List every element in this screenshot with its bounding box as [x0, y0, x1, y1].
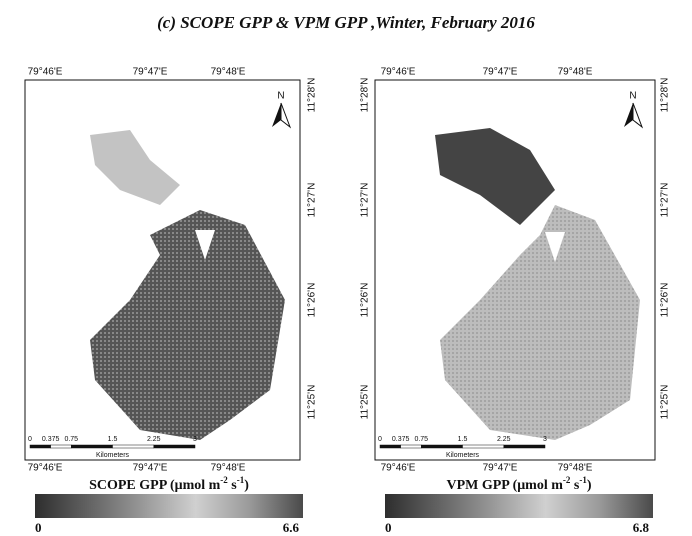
scale-bar-label: 3 — [193, 436, 197, 443]
colorbar-min: 0 — [385, 520, 392, 535]
lat-label: 11°27'N — [307, 183, 318, 218]
lat-label: 11°28'N — [660, 78, 671, 113]
lat-label: 11°26'N — [307, 283, 318, 318]
lon-label: 79°46'E — [381, 463, 416, 474]
lat-label: 11°27'N — [360, 183, 371, 218]
lon-label: 79°47'E — [483, 463, 518, 474]
scale-bar-segment — [380, 445, 401, 448]
scale-bar-label: 0.375 — [42, 436, 60, 443]
colorbar — [385, 494, 653, 518]
colorbar-max: 6.6 — [283, 520, 300, 535]
scale-bar-label: 0.75 — [414, 436, 428, 443]
north-label: N — [629, 91, 636, 102]
scale-bar-unit: Kilometers — [446, 452, 480, 459]
lon-label: 79°46'E — [381, 67, 416, 78]
lon-label: 79°48'E — [558, 463, 593, 474]
north-label: N — [277, 91, 284, 102]
scale-bar-label: 2.25 — [147, 436, 161, 443]
lon-label: 79°47'E — [133, 463, 168, 474]
scale-bar-segment — [154, 445, 195, 448]
colorbar-min: 0 — [35, 520, 42, 535]
colorbar — [35, 494, 303, 518]
colorbar-title: VPM GPP (μmol m-2 s-1) — [446, 475, 591, 493]
scale-bar-segment — [51, 445, 72, 448]
lat-label: 11°27'N — [660, 183, 671, 218]
scale-bar-unit: Kilometers — [96, 452, 130, 459]
scale-bar-label: 1.5 — [108, 436, 118, 443]
lat-label: 11°28'N — [360, 78, 371, 113]
scale-bar-segment — [71, 445, 112, 448]
scale-bar-label: 3 — [543, 436, 547, 443]
scale-bar-segment — [421, 445, 462, 448]
lon-label: 79°47'E — [483, 67, 518, 78]
lat-label: 11°25'N — [307, 385, 318, 420]
map-right: N — [375, 80, 655, 460]
scale-bar-segment — [30, 445, 51, 448]
colorbar-title-part: ) — [244, 478, 249, 493]
scale-bar-segment — [463, 445, 504, 448]
colorbar-title-part: ) — [587, 478, 592, 493]
lon-label: 79°47'E — [133, 67, 168, 78]
lon-label: 79°48'E — [211, 463, 246, 474]
scale-bar-label: 0.75 — [64, 436, 78, 443]
lat-label: 11°28'N — [307, 78, 318, 113]
scale-bar-label: 0 — [28, 436, 32, 443]
lon-label: 79°48'E — [211, 67, 246, 78]
lat-label: 11°26'N — [360, 283, 371, 318]
colorbar-title: SCOPE GPP (μmol m-2 s-1) — [89, 475, 249, 493]
scale-bar-label: 1.5 — [458, 436, 468, 443]
lat-label: 11°26'N — [660, 283, 671, 318]
lon-label: 79°48'E — [558, 67, 593, 78]
scale-bar-segment — [504, 445, 545, 448]
map-left: N — [25, 80, 300, 460]
colorbar-title-part: SCOPE GPP (μmol m — [89, 478, 221, 493]
colorbar-max: 6.8 — [633, 520, 650, 535]
figure: (c) SCOPE GPP & VPM GPP ,Winter, Februar… — [0, 0, 692, 536]
scale-bar-segment — [401, 445, 422, 448]
figure-title: (c) SCOPE GPP & VPM GPP ,Winter, Februar… — [157, 13, 535, 32]
lon-label: 79°46'E — [28, 67, 63, 78]
scale-bar-label: 0 — [378, 436, 382, 443]
lon-label: 79°46'E — [28, 463, 63, 474]
scale-bar-label: 0.375 — [392, 436, 410, 443]
scale-bar-label: 2.25 — [497, 436, 511, 443]
lat-label: 11°25'N — [660, 385, 671, 420]
lat-label: 11°25'N — [360, 385, 371, 420]
colorbar-title-part: VPM GPP (μmol m — [446, 478, 563, 493]
scale-bar-segment — [113, 445, 154, 448]
